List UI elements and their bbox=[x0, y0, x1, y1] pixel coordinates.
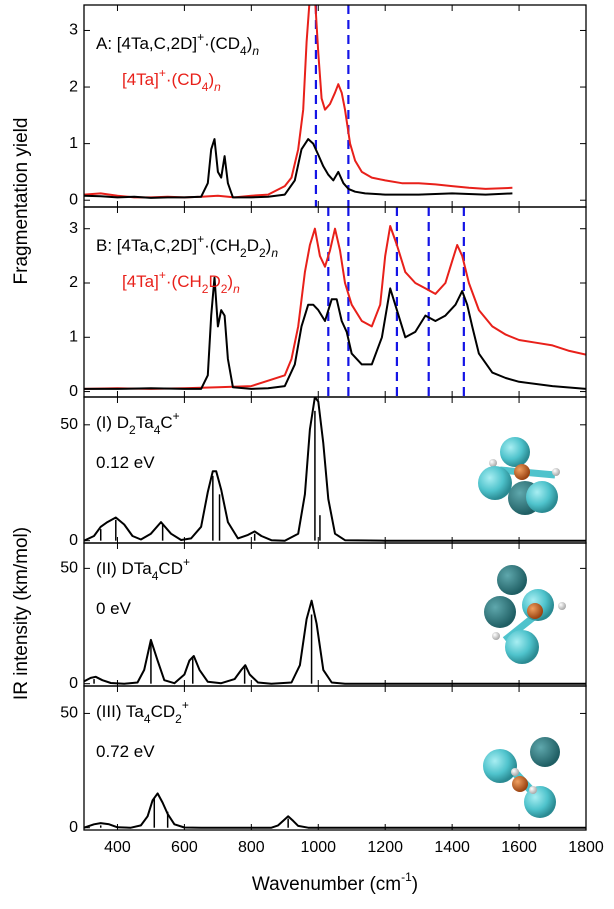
spectrum-line bbox=[84, 278, 586, 389]
annotation: B: [4Ta,C,2D]+·(CH2D2)n bbox=[96, 232, 278, 260]
text-part: 2 bbox=[175, 712, 182, 726]
y-tick-label: 0 bbox=[69, 675, 78, 692]
text-part: (I) D bbox=[96, 413, 129, 432]
annotation: 0.12 eV bbox=[96, 453, 155, 472]
text-part: ·(CD bbox=[166, 70, 202, 89]
text-part: + bbox=[183, 555, 190, 569]
x-tick-label: 1200 bbox=[367, 839, 403, 856]
annotation: 0.72 eV bbox=[96, 742, 155, 761]
y-tick-label: 0 bbox=[69, 819, 78, 836]
x-tick-label: 1800 bbox=[568, 839, 604, 856]
text-part: C bbox=[160, 413, 172, 432]
text-part: (III) Ta bbox=[96, 702, 144, 721]
y-axis-title: Fragmentation yield bbox=[11, 118, 32, 285]
x-tick-label: 800 bbox=[238, 839, 265, 856]
text-part: + bbox=[173, 409, 180, 423]
text-part: n bbox=[271, 246, 278, 260]
y-axis-title: IR intensity (km/mol) bbox=[11, 527, 32, 700]
x-tick-label: 1600 bbox=[501, 839, 537, 856]
text-part: 0 eV bbox=[96, 599, 132, 618]
text-part: ·(CD bbox=[204, 34, 240, 53]
text-part: CD bbox=[151, 702, 176, 721]
annotation: [4Ta]+·(CD4)n bbox=[122, 66, 221, 94]
spectrum-line bbox=[84, 793, 586, 827]
annotation: [4Ta]+·(CH2D2)n bbox=[122, 268, 240, 296]
y-tick-label: 50 bbox=[60, 705, 78, 722]
text-part: A: [4Ta,C,2D] bbox=[96, 34, 197, 53]
text-part: ·(CH bbox=[166, 272, 202, 291]
annotation: 0 eV bbox=[96, 599, 132, 618]
text-part: n bbox=[214, 80, 221, 94]
y-tick-label: 3 bbox=[69, 220, 78, 237]
text-part: -1 bbox=[401, 870, 412, 884]
molecule bbox=[483, 737, 560, 818]
text-part: Wavenumber (cm bbox=[252, 874, 401, 895]
figure: 0 1 2 3 A: [4Ta,C,2D]+·(CD4)n [4Ta]+·(CD4)n Fr… bbox=[0, 0, 614, 909]
x-tick-label: 600 bbox=[171, 839, 198, 856]
text-part: CD bbox=[158, 559, 183, 578]
molecule bbox=[478, 437, 560, 515]
text-part: 0.12 eV bbox=[96, 453, 155, 472]
text-part: 0.72 eV bbox=[96, 742, 155, 761]
y-tick-label: 50 bbox=[60, 416, 78, 433]
text-part: [4Ta] bbox=[122, 70, 159, 89]
text-part: + bbox=[159, 268, 166, 282]
text-part: + bbox=[197, 30, 204, 44]
x-tick-label: 400 bbox=[104, 839, 131, 856]
text-part: Ta bbox=[136, 413, 155, 432]
y-tick-label: 0 bbox=[69, 191, 78, 208]
y-tick-label: 50 bbox=[60, 560, 78, 577]
text-part: ·(CH bbox=[204, 236, 240, 255]
y-tick-label: 1 bbox=[69, 135, 78, 152]
y-tick-label: 0 bbox=[69, 383, 78, 400]
text-part: n bbox=[252, 44, 259, 58]
x-tick-label: 1400 bbox=[434, 839, 470, 856]
y-tick-label: 2 bbox=[69, 78, 78, 95]
annotation: A: [4Ta,C,2D]+·(CD4)n bbox=[96, 30, 259, 58]
text-part: n bbox=[233, 282, 240, 296]
x-tick-label: 1000 bbox=[300, 839, 336, 856]
y-tick-label: 0 bbox=[69, 532, 78, 549]
y-tick-label: 2 bbox=[69, 274, 78, 291]
text-part: ) bbox=[412, 874, 418, 895]
y-tick-label: 3 bbox=[69, 22, 78, 39]
text-part: [4Ta] bbox=[122, 272, 159, 291]
annotation: (II) DTa4CD+ bbox=[96, 555, 190, 583]
molecule bbox=[484, 565, 566, 664]
text-part: + bbox=[182, 698, 189, 712]
text-part: (II) DTa bbox=[96, 559, 152, 578]
x-axis-title: Wavenumber (cm-1) bbox=[252, 870, 418, 895]
annotation: (III) Ta4CD2+ bbox=[96, 698, 189, 726]
text-part: D bbox=[247, 236, 259, 255]
text-part: B: [4Ta,C,2D] bbox=[96, 236, 197, 255]
text-part: D bbox=[208, 272, 220, 291]
text-part: + bbox=[159, 66, 166, 80]
text-part: + bbox=[197, 232, 204, 246]
annotation: (I) D2Ta4C+ bbox=[96, 409, 180, 437]
y-tick-label: 1 bbox=[69, 329, 78, 346]
